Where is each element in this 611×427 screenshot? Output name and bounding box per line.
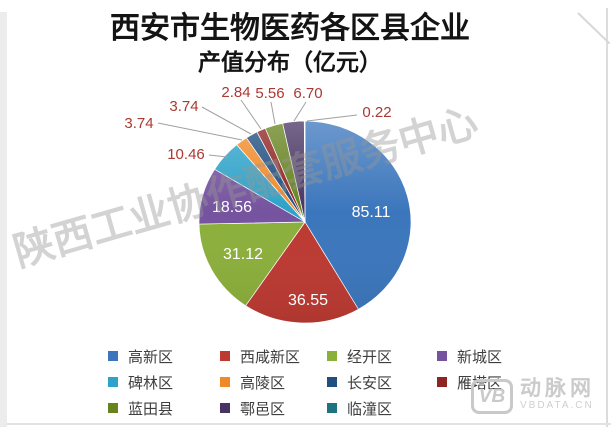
- vbdata-logo-name: 动脉网: [520, 377, 595, 400]
- chart-title-line2: 产值分布（亿元）: [198, 49, 382, 75]
- leader-line-雁塔区: [240, 99, 262, 130]
- data-label-新城区: 18.56: [212, 199, 252, 216]
- leader-line-长安区: [201, 106, 252, 135]
- pie-gloss-overlay: [199, 121, 411, 323]
- chart-title: 西安市生物医药各区县企业 产值分布（亿元）: [0, 12, 580, 76]
- leader-line-蓝田县: [270, 101, 276, 125]
- vbdata-logo-url: VBDATA.CN: [520, 400, 594, 411]
- data-label-长安区: 3.74: [169, 98, 198, 115]
- data-label-鄠邑区: 6.70: [293, 85, 322, 102]
- vbdata-logo: VB 动脉网 VBDATA.CN: [471, 377, 595, 414]
- chart-title-line1: 西安市生物医药各区县企业: [110, 12, 470, 45]
- data-label-蓝田县: 5.56: [255, 85, 284, 102]
- data-label-经开区: 31.12: [223, 246, 263, 263]
- vb-logo-icon: VB: [471, 379, 513, 414]
- leader-line-鄠邑区: [293, 101, 307, 122]
- leader-line-高陵区: [157, 122, 243, 141]
- page-edge-left: [0, 12, 7, 427]
- data-label-临潼区: 0.22: [362, 104, 391, 121]
- data-label-雁塔区: 2.84: [221, 84, 250, 101]
- page-edge-bottom: [7, 423, 611, 425]
- leader-line-临潼区: [306, 114, 358, 122]
- data-label-高陵区: 3.74: [124, 115, 153, 132]
- page-edge-right: [606, 8, 608, 427]
- data-label-高新区: 85.11: [352, 204, 391, 221]
- data-label-西咸新区: 36.55: [288, 292, 328, 309]
- data-label-碑林区: 10.46: [167, 146, 205, 163]
- leader-line-碑林区: [208, 154, 228, 158]
